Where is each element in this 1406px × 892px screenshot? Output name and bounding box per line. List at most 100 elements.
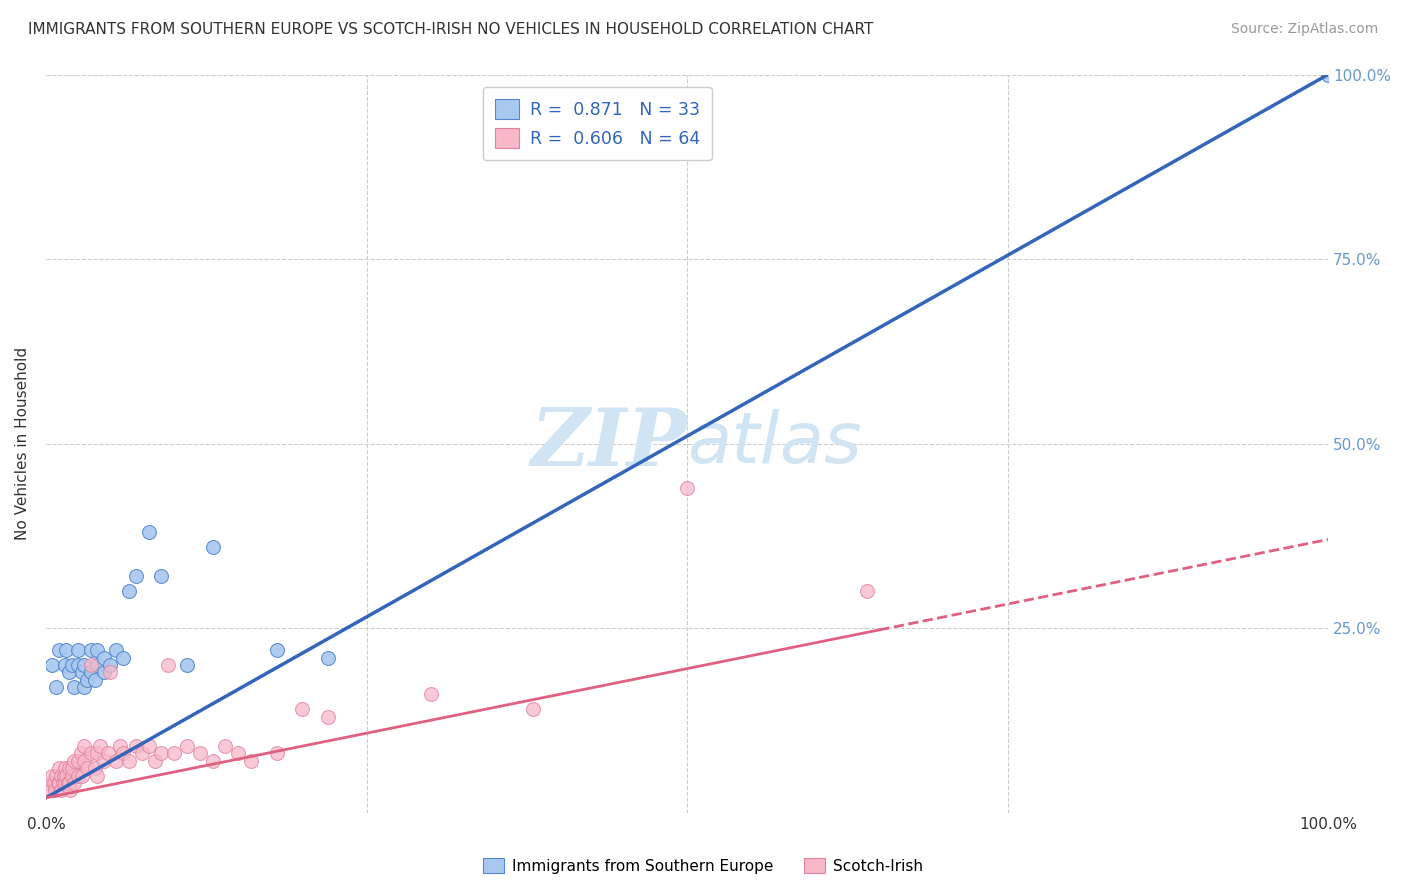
Point [53, 761, 76, 775]
Point [66, 754, 89, 768]
Point [201, 754, 224, 768]
Point [676, 481, 699, 495]
Point [51, 783, 73, 797]
Point [41, 657, 63, 672]
Point [266, 747, 288, 761]
Point [855, 584, 877, 599]
Point [52, 769, 75, 783]
Point [70, 665, 93, 680]
Legend: R =  0.871   N = 33, R =  0.606   N = 64: R = 0.871 N = 33, R = 0.606 N = 64 [482, 87, 711, 160]
Point [80, 665, 103, 680]
Point [46, 776, 69, 790]
Point [42, 776, 65, 790]
Point [48, 761, 70, 775]
Point [125, 739, 148, 753]
Point [58, 776, 80, 790]
Point [176, 739, 198, 753]
Point [59, 783, 82, 797]
Point [55, 769, 77, 783]
Point [240, 754, 263, 768]
Point [63, 776, 86, 790]
Point [105, 643, 128, 657]
Point [105, 754, 128, 768]
Point [39, 783, 62, 797]
Y-axis label: No Vehicles in Household: No Vehicles in Household [15, 347, 30, 540]
Point [111, 650, 134, 665]
Point [41, 769, 63, 783]
Point [53, 776, 76, 790]
Point [66, 657, 89, 672]
Point [266, 643, 288, 657]
Point [316, 709, 339, 723]
Point [176, 657, 198, 672]
Point [83, 673, 105, 687]
Point [93, 650, 115, 665]
Point [73, 754, 96, 768]
Point [70, 769, 93, 783]
Point [69, 747, 91, 761]
Point [73, 657, 96, 672]
Point [66, 769, 89, 783]
Point [188, 747, 211, 761]
Point [58, 761, 80, 775]
Point [51, 769, 73, 783]
Point [83, 761, 105, 775]
Point [98, 665, 121, 680]
Point [45, 680, 67, 694]
Point [66, 643, 89, 657]
Text: IMMIGRANTS FROM SOUTHERN EUROPE VS SCOTCH-IRISH NO VEHICLES IN HOUSEHOLD CORRELA: IMMIGRANTS FROM SOUTHERN EUROPE VS SCOTC… [28, 22, 873, 37]
Point [118, 584, 141, 599]
Point [201, 540, 224, 554]
Point [52, 776, 75, 790]
Point [63, 754, 86, 768]
Point [53, 657, 76, 672]
Point [98, 657, 121, 672]
Point [73, 739, 96, 753]
Point [86, 769, 108, 783]
Point [226, 747, 249, 761]
Point [156, 657, 179, 672]
Point [316, 650, 339, 665]
Point [63, 680, 86, 694]
Point [96, 747, 118, 761]
Point [118, 754, 141, 768]
Point [150, 747, 173, 761]
Point [138, 739, 160, 753]
Point [60, 657, 83, 672]
Point [522, 702, 544, 716]
Point [58, 665, 80, 680]
Point [125, 569, 148, 583]
Legend: Immigrants from Southern Europe, Scotch-Irish: Immigrants from Southern Europe, Scotch-… [477, 852, 929, 880]
Point [44, 783, 66, 797]
Point [86, 643, 108, 657]
Point [73, 680, 96, 694]
Point [76, 673, 98, 687]
Point [89, 739, 111, 753]
Point [76, 761, 98, 775]
Point [60, 761, 83, 775]
Point [56, 776, 79, 790]
Point [48, 776, 70, 790]
Point [86, 657, 108, 672]
Text: atlas: atlas [688, 409, 862, 478]
Point [45, 769, 67, 783]
Point [48, 643, 70, 657]
Point [1317, 68, 1340, 82]
Point [110, 739, 132, 753]
Point [419, 688, 441, 702]
Point [38, 776, 60, 790]
Point [60, 769, 83, 783]
Point [291, 702, 314, 716]
Point [80, 657, 103, 672]
Point [214, 739, 236, 753]
Text: ZIP: ZIP [530, 405, 688, 483]
Point [163, 747, 186, 761]
Point [150, 569, 173, 583]
Text: Source: ZipAtlas.com: Source: ZipAtlas.com [1230, 22, 1378, 37]
Point [111, 747, 134, 761]
Point [93, 665, 115, 680]
Point [93, 754, 115, 768]
Point [131, 747, 153, 761]
Point [80, 747, 103, 761]
Point [143, 754, 166, 768]
